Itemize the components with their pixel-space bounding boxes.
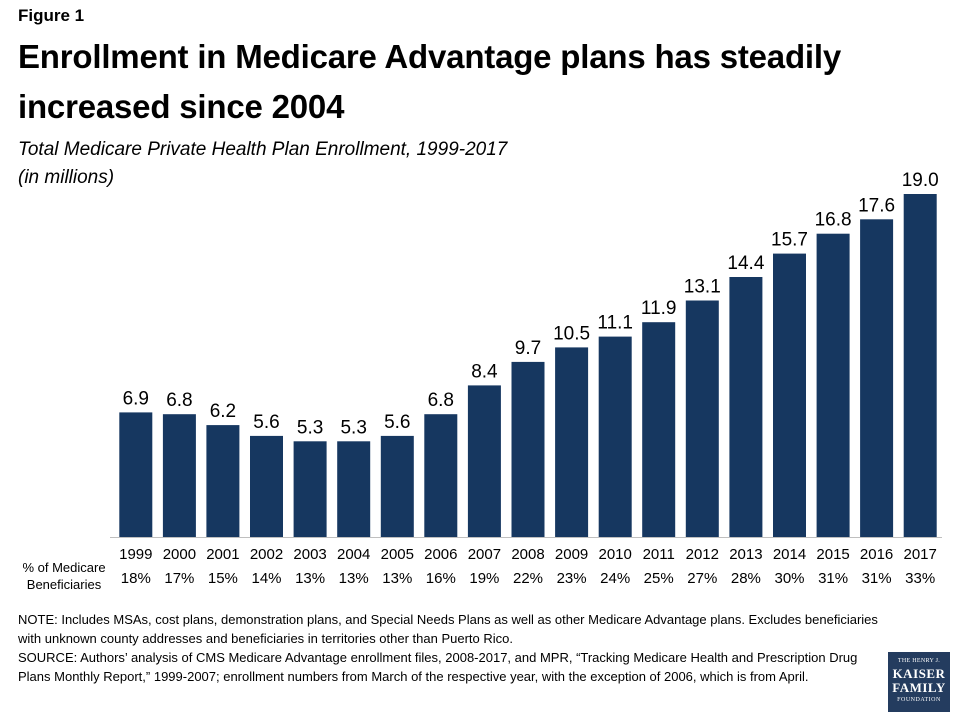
bar-2001 — [206, 425, 240, 537]
percent-label-2008: 22% — [513, 570, 543, 587]
logo-line-2: KAISER — [892, 666, 946, 681]
bar-2016 — [860, 219, 894, 538]
bar-value-label-2016: 17.6 — [858, 195, 895, 216]
bar-2006 — [424, 414, 458, 537]
percent-label-2015: 31% — [818, 570, 848, 587]
percent-label-2007: 19% — [469, 570, 499, 587]
percent-label-2017: 33% — [905, 570, 935, 587]
percent-label-2009: 23% — [557, 570, 587, 587]
bar-value-label-2014: 15.7 — [771, 230, 808, 251]
year-label-2013: 2013 — [729, 546, 762, 563]
percent-row-label-line-1: % of Medicare — [22, 560, 106, 575]
bar-value-label-2005: 5.6 — [384, 412, 410, 433]
bar-value-label-2012: 13.1 — [684, 277, 721, 298]
bar-value-label-2000: 6.8 — [166, 390, 192, 411]
bar-value-label-2011: 11.9 — [641, 298, 677, 319]
subtitle-line-1: Total Medicare Private Health Plan Enrol… — [18, 139, 508, 160]
percent-label-2011: 25% — [644, 570, 674, 587]
year-label-2015: 2015 — [816, 546, 849, 563]
chart-title: Enrollment in Medicare Advantage plans h… — [18, 38, 841, 125]
percent-row-label: % of Medicare Beneficiaries — [14, 559, 114, 593]
percent-label-2004: 13% — [339, 570, 369, 587]
year-label-2002: 2002 — [250, 546, 283, 563]
logo-line-1: THE HENRY J. — [897, 658, 941, 664]
bar-value-label-2008: 9.7 — [515, 338, 541, 359]
percent-label-2013: 28% — [731, 570, 761, 587]
bar-2010 — [598, 336, 632, 537]
bar-2000 — [162, 414, 196, 537]
logo-line-3: FAMILY — [892, 680, 946, 695]
percent-label-2006: 16% — [426, 570, 456, 587]
kff-logo: THE HENRY J. KAISER FAMILY FOUNDATION — [888, 652, 950, 712]
bar-value-label-1999: 6.9 — [123, 388, 149, 409]
notes: NOTE: Includes MSAs, cost plans, demonst… — [18, 610, 888, 686]
bar-value-label-2006: 6.8 — [428, 390, 454, 411]
percent-label-2002: 14% — [251, 570, 281, 587]
bar-2005 — [380, 435, 414, 537]
bar-value-label-2015: 16.8 — [815, 210, 852, 231]
chart-subtitle: Total Medicare Private Health Plan Enrol… — [18, 136, 507, 192]
year-label-2004: 2004 — [337, 546, 370, 563]
percent-label-1999: 18% — [121, 570, 151, 587]
bar-2011 — [642, 322, 676, 537]
bar-2004 — [337, 441, 371, 537]
year-label-2012: 2012 — [686, 546, 719, 563]
percent-label-2000: 17% — [164, 570, 194, 587]
bar-value-label-2007: 8.4 — [471, 361, 498, 382]
bar-value-label-2002: 5.6 — [253, 412, 279, 433]
year-label-2005: 2005 — [381, 546, 414, 563]
percent-label-2010: 24% — [600, 570, 630, 587]
year-label-2006: 2006 — [424, 546, 457, 563]
bar-2013 — [729, 277, 763, 537]
bar-2008 — [511, 361, 545, 537]
year-label-2010: 2010 — [599, 546, 632, 563]
year-label-2011: 2011 — [643, 546, 675, 563]
year-label-2008: 2008 — [511, 546, 544, 563]
bar-2007 — [467, 385, 501, 537]
bar-value-label-2003: 5.3 — [297, 417, 323, 438]
percent-label-2003: 13% — [295, 570, 325, 587]
year-label-1999: 1999 — [119, 546, 152, 563]
bar-2014 — [773, 253, 806, 537]
year-label-2000: 2000 — [163, 546, 196, 563]
figure-label: Figure 1 — [18, 6, 85, 25]
bar-1999 — [119, 412, 153, 537]
bar-value-label-2010: 11.1 — [597, 313, 633, 334]
bar-value-label-2013: 14.4 — [727, 253, 764, 274]
logo-line-4: FOUNDATION — [897, 697, 941, 703]
bar-2012 — [685, 300, 719, 537]
bar-2009 — [555, 347, 589, 537]
year-label-2003: 2003 — [293, 546, 326, 563]
percent-label-2014: 30% — [774, 570, 804, 587]
percent-label-2001: 15% — [208, 570, 238, 587]
percent-label-2016: 31% — [862, 570, 892, 587]
bar-value-label-2009: 10.5 — [553, 323, 590, 344]
bar-2002 — [250, 435, 283, 537]
year-label-2016: 2016 — [860, 546, 893, 563]
year-label-2014: 2014 — [773, 546, 806, 563]
bar-2003 — [293, 441, 327, 537]
bar-value-label-2004: 5.3 — [340, 417, 366, 438]
year-label-2007: 2007 — [468, 546, 501, 563]
percent-label-2005: 13% — [382, 570, 412, 587]
bar-value-label-2017: 19.0 — [902, 170, 939, 191]
year-label-2009: 2009 — [555, 546, 588, 563]
bar-chart: 6.9 1999 18% 6.8 2000 17% 6.2 2001 15% 5.6 2002 14%… — [110, 170, 942, 587]
bar-2017 — [903, 194, 937, 537]
year-label-2001: 2001 — [206, 546, 239, 563]
source-text: SOURCE: Authors’ analysis of CMS Medicar… — [18, 650, 858, 684]
year-label-2017: 2017 — [904, 546, 937, 563]
note-text: NOTE: Includes MSAs, cost plans, demonst… — [18, 612, 878, 646]
subtitle-line-2: (in millions) — [18, 167, 115, 188]
percent-label-2012: 27% — [687, 570, 717, 587]
percent-row-label-line-2: Beneficiaries — [26, 577, 102, 592]
bar-2015 — [816, 233, 850, 537]
bar-value-label-2001: 6.2 — [210, 401, 236, 422]
